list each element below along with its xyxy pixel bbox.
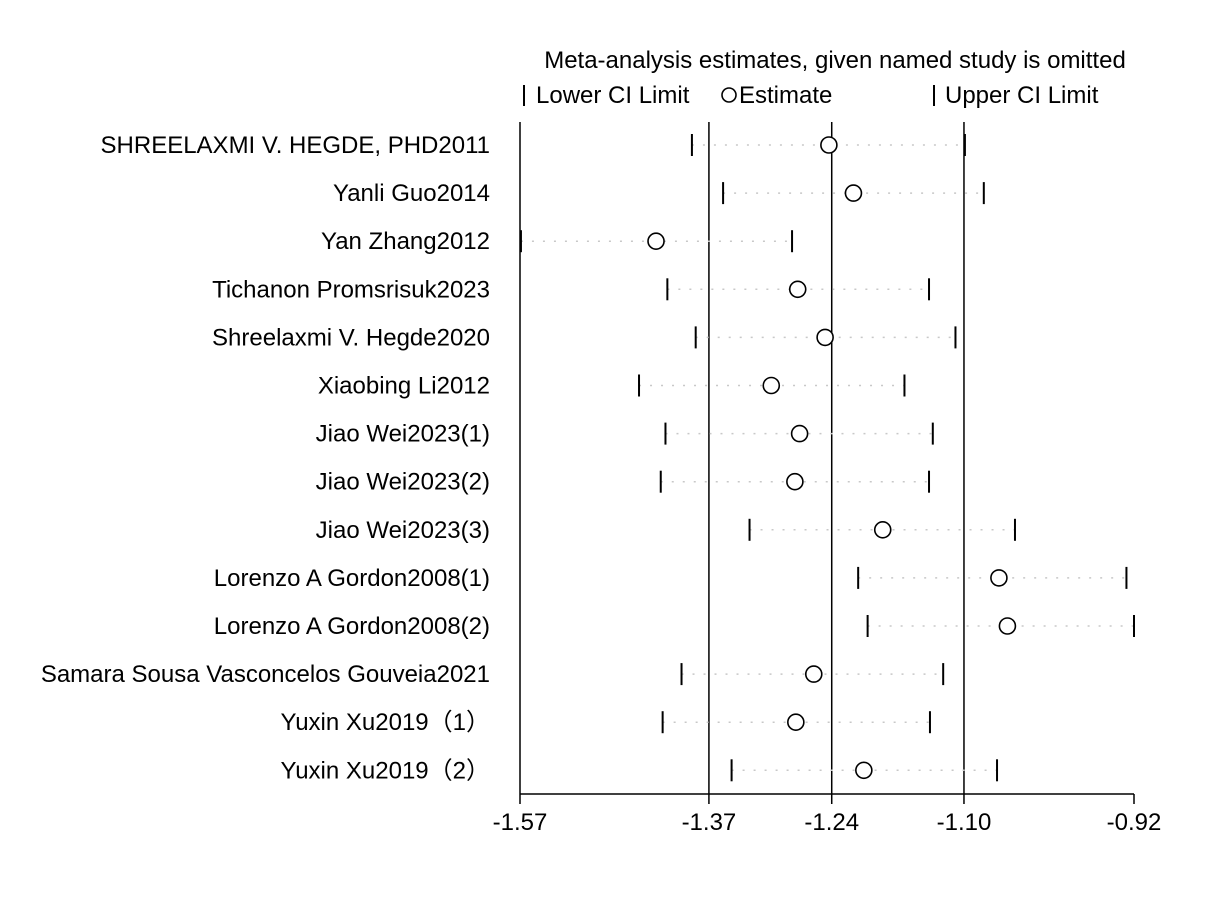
estimate-marker [873, 520, 892, 539]
study-row: Yuxin Xu2019（1） [281, 709, 931, 736]
study-label: Yanli Guo2014 [333, 180, 490, 207]
legend-label: Lower CI Limit [536, 82, 690, 109]
study-row: Jiao Wei2023(3) [316, 517, 1016, 544]
study-label: Samara Sousa Vasconcelos Gouveia2021 [41, 661, 490, 688]
study-label: Lorenzo A Gordon2008(1) [214, 565, 490, 592]
estimate-marker [786, 472, 804, 491]
study-label: SHREELAXMI V. HEGDE, PHD2011 [101, 132, 490, 159]
x-tick-label: -1.24 [804, 809, 859, 836]
reference-lines [519, 122, 965, 794]
estimate-marker [787, 713, 805, 732]
estimate-marker [998, 617, 1017, 635]
study-row: Jiao Wei2023(1) [316, 421, 934, 448]
study-label: Jiao Wei2023(2) [316, 469, 490, 496]
study-row: Xiaobing Li2012 [318, 373, 906, 400]
study-rows: SHREELAXMI V. HEGDE, PHD2011 Yanli Guo201… [41, 132, 1135, 784]
study-label: Xiaobing Li2012 [318, 373, 490, 400]
study-row: Lorenzo A Gordon2008(1) [214, 565, 1128, 592]
study-label: Tichanon Promsrisuk2023 [212, 276, 490, 303]
x-axis: -1.57 -1.37 -1.24 -1.10 -0.92 [493, 793, 1162, 836]
estimate-marker [788, 280, 807, 299]
x-tick-label: -1.57 [493, 809, 548, 836]
estimate-marker [804, 665, 823, 683]
study-row: Jiao Wei2023(2) [316, 469, 931, 496]
study-row: Yanli Guo2014 [333, 180, 985, 207]
chart-title: Meta-analysis estimates, given named stu… [544, 47, 1126, 74]
x-tick-label: -1.37 [682, 809, 737, 836]
estimate-marker [790, 424, 809, 443]
estimate-marker [647, 232, 665, 250]
estimate-marker [816, 328, 834, 347]
study-label: Jiao Wei2023(1) [316, 421, 490, 448]
study-label: Shreelaxmi V. Hegde2020 [212, 324, 490, 351]
x-tick-label: -0.92 [1107, 809, 1162, 836]
study-row: Shreelaxmi V. Hegde2020 [212, 324, 957, 351]
study-label: Yan Zhang2012 [321, 228, 490, 255]
study-row: SHREELAXMI V. HEGDE, PHD2011 [101, 132, 966, 159]
legend-estimate-marker [721, 87, 737, 103]
study-row: Lorenzo A Gordon2008(2) [214, 613, 1135, 640]
study-row: Yan Zhang2012 [321, 228, 794, 255]
study-row: Yuxin Xu2019（2） [281, 757, 999, 784]
study-label: Jiao Wei2023(3) [316, 517, 490, 544]
estimate-marker [844, 184, 863, 202]
estimate-marker [990, 569, 1008, 587]
legend-label: Upper CI Limit [945, 82, 1099, 109]
study-row: Tichanon Promsrisuk2023 [212, 276, 931, 303]
study-label: Yuxin Xu2019（2） [281, 757, 490, 784]
study-label: Yuxin Xu2019（1） [281, 709, 490, 736]
study-label: Lorenzo A Gordon2008(2) [214, 613, 490, 640]
estimate-marker [820, 136, 838, 154]
estimate-marker [762, 376, 781, 395]
legend-label: Estimate [739, 82, 832, 109]
study-row: Samara Sousa Vasconcelos Gouveia2021 [41, 661, 945, 688]
legend: Lower CI Limit Estimate Upper CI Limit [523, 82, 1099, 109]
x-tick-label: -1.10 [937, 809, 992, 836]
estimate-marker [855, 761, 873, 780]
